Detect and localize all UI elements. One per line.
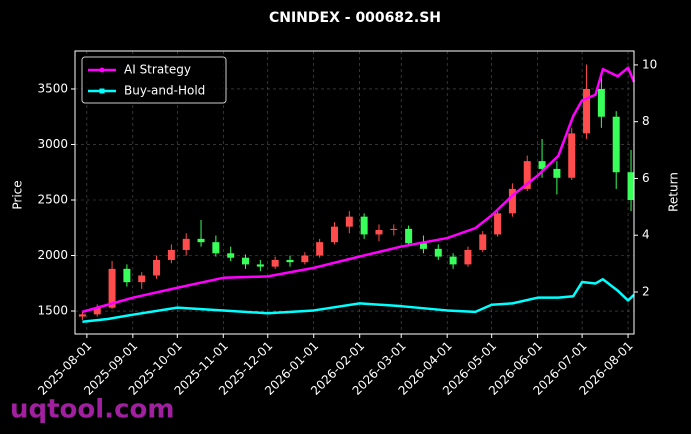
y-tick-label: 3000 [37, 137, 68, 151]
candle-body [375, 229, 383, 235]
chart-title: CNINDEX - 000682.SH [269, 10, 441, 26]
candle-body [301, 255, 309, 263]
candle-body [494, 213, 502, 235]
candle-body [419, 243, 427, 249]
y-tick-label: 2000 [37, 248, 68, 262]
legend-marker [99, 88, 105, 94]
legend-label: AI Strategy [124, 63, 191, 77]
candle-body [123, 268, 131, 283]
y-axis-label: Price [11, 180, 25, 209]
y2-tick-label: 4 [642, 228, 650, 242]
candle-body [390, 228, 398, 230]
legend-marker [99, 67, 105, 73]
candle-body [568, 133, 576, 178]
candle-body [464, 249, 472, 265]
return-line [82, 66, 636, 314]
candle-body [286, 259, 294, 263]
y-tick-label: 1500 [37, 304, 68, 318]
candle-body [508, 188, 516, 214]
candle-body [256, 264, 264, 267]
candle-body [138, 275, 146, 283]
candle-body [78, 314, 86, 317]
candle-body [345, 216, 353, 227]
candle-body [538, 161, 546, 169]
y2-tick-label: 10 [642, 57, 657, 71]
y2-tick-label: 6 [642, 171, 650, 185]
candle-body [627, 172, 635, 200]
candle-body [612, 116, 620, 173]
candle-body [197, 238, 205, 243]
candle-body [597, 88, 605, 117]
candle-body [523, 161, 531, 189]
candle-body [449, 256, 457, 265]
y-tick-label: 2500 [37, 192, 68, 206]
candle-body [360, 216, 368, 235]
candle-body [479, 234, 487, 250]
return-line [82, 277, 635, 324]
candle-body [212, 242, 220, 254]
legend-label: Buy-and-Hold [124, 84, 205, 98]
candle-body [182, 238, 190, 250]
candle-body [108, 268, 116, 308]
candle-body [405, 228, 413, 244]
y2-axis-label: Return [667, 172, 681, 212]
candle-body [242, 257, 250, 265]
candle-body [271, 259, 279, 267]
candle-body [583, 88, 591, 134]
candle-body [553, 168, 561, 178]
plot-frame [74, 50, 635, 335]
candle-body [153, 259, 161, 276]
legend-box [81, 56, 227, 104]
y-tick-label: 3500 [37, 81, 68, 95]
candle-body [167, 249, 175, 260]
candle-body [227, 253, 235, 258]
watermark: uqtool.com [10, 395, 174, 425]
candle-body [316, 242, 324, 256]
candle-body [434, 248, 442, 257]
y2-tick-label: 8 [642, 114, 650, 128]
y2-tick-label: 2 [642, 284, 650, 298]
candle-body [93, 307, 101, 315]
candle-body [330, 226, 338, 243]
